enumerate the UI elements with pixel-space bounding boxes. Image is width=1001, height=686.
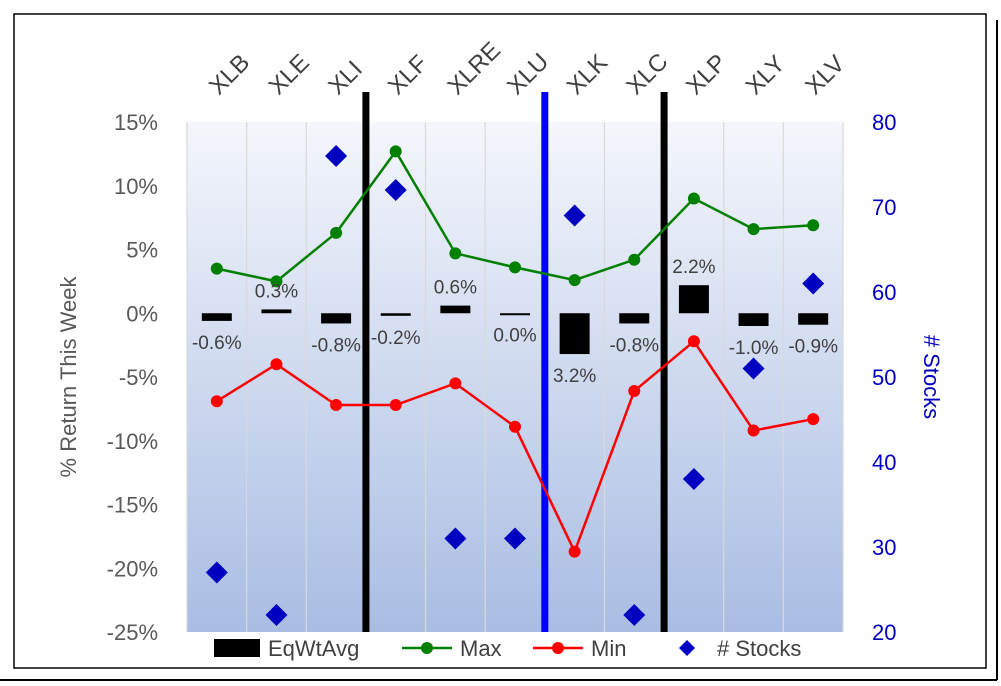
point-min-xly — [747, 424, 760, 437]
eqwtavg-bars — [201, 285, 829, 355]
data-label-xlv: -0.9% — [788, 337, 838, 358]
point-min-xlre — [449, 377, 462, 390]
point-min-xlc — [628, 385, 641, 398]
y-right-tick-label: 60 — [872, 280, 896, 305]
axis-ticks: 15% 10% 5% 0% -5% -10% -15% -20% -25% 80 70 60 50 40 3… — [107, 110, 897, 645]
data-label-xlp: 2.2% — [672, 257, 715, 278]
y-left-tick-label: -25% — [107, 620, 158, 645]
legend-label-stocks: # Stocks — [717, 636, 801, 661]
data-label-xlc: -0.8% — [609, 335, 659, 356]
marker-stocks-xlv — [802, 272, 825, 295]
bar-xlu — [500, 313, 530, 316]
marker-stocks-xle — [265, 604, 288, 626]
y-left-tick-label: 15% — [114, 110, 158, 135]
data-label-xli: -0.8% — [311, 335, 361, 356]
legend: EqWtAvg Max Min # Stocks — [214, 636, 801, 661]
point-min-xlf — [389, 399, 402, 412]
legend-label-min: Min — [591, 636, 626, 661]
plot-area — [187, 122, 843, 632]
data-label-xlk: 3.2% — [553, 366, 596, 387]
y-right-axis-title: # Stocks — [919, 335, 944, 419]
marker-stocks-xlp — [682, 468, 705, 490]
point-max-xlk — [568, 274, 581, 287]
y-left-tick-label: 0% — [126, 301, 158, 326]
marker-stocks-xlk — [563, 204, 586, 227]
point-min-xlu — [509, 420, 521, 433]
point-max-xlu — [509, 261, 521, 274]
data-label-xlb: -0.6% — [192, 333, 242, 354]
data-label-xly: -1.0% — [729, 338, 779, 359]
point-max-xlc — [628, 253, 641, 266]
y-left-tick-label: -10% — [107, 429, 158, 454]
point-min-xlb — [210, 395, 223, 408]
point-max-xlp — [687, 192, 700, 205]
y-right-tick-label: 20 — [872, 620, 896, 645]
point-max-xlre — [449, 247, 462, 260]
marker-stocks-xlc — [623, 604, 646, 626]
data-label-xlf: -0.2% — [371, 328, 421, 349]
bar-xlk — [559, 313, 590, 355]
y-left-tick-label: -20% — [107, 556, 158, 581]
y-left-axis-title: % Return This Week — [56, 276, 81, 478]
separator-lines — [362, 92, 668, 632]
marker-stocks-xly — [742, 357, 765, 380]
point-min-xle — [270, 358, 283, 371]
legend-swatch-eqwtavg — [214, 639, 260, 657]
bar-xlc — [619, 313, 650, 324]
bar-xlre — [440, 305, 471, 314]
bar-xlp — [678, 285, 709, 314]
legend-label-eqwtavg: EqWtAvg — [268, 636, 359, 661]
data-label-xle: 0.3% — [255, 281, 298, 302]
bar-xlv — [798, 313, 829, 325]
data-labels: -0.6% 0.3% -0.8% -0.2% 0.6% 0.0% 3.2% -0.8% 2.2%… — [192, 257, 838, 387]
y-left-tick-label: -15% — [107, 493, 158, 518]
bar-xle — [261, 309, 292, 314]
y-right-tick-label: 40 — [872, 450, 896, 475]
point-min-xlv — [807, 413, 820, 426]
marker-stocks-xli — [325, 145, 348, 167]
data-label-xlre: 0.6% — [434, 278, 477, 299]
y-right-tick-label: 30 — [872, 535, 896, 560]
y-left-tick-label: 5% — [126, 238, 158, 263]
point-min-xlk — [568, 545, 581, 558]
marker-stocks-xlre — [444, 527, 467, 550]
point-max-xlb — [210, 262, 223, 275]
y-right-tick-label: 70 — [872, 195, 896, 220]
line-series — [210, 145, 820, 558]
point-max-xly — [747, 223, 760, 236]
y-left-tick-label: 10% — [114, 174, 158, 199]
legend-swatch-stocks — [679, 640, 695, 656]
legend-swatch-max-dot — [421, 642, 433, 654]
point-min-xlp — [687, 335, 700, 348]
bar-xlb — [201, 313, 232, 321]
marker-stocks-xlb — [205, 561, 228, 584]
y-right-tick-label: 50 — [872, 365, 896, 390]
data-label-xlu: 0.0% — [493, 325, 536, 346]
point-max-xli — [330, 226, 343, 239]
marker-stocks-xlf — [384, 179, 407, 201]
point-max-xlv — [807, 219, 820, 232]
stocks-markers — [205, 145, 825, 626]
point-max-xle — [270, 275, 283, 288]
y-right-tick-label: 80 — [872, 110, 896, 135]
point-min-xli — [330, 399, 343, 412]
bar-xlf — [380, 313, 411, 316]
legend-label-max: Max — [460, 636, 502, 661]
y-left-tick-label: -5% — [119, 365, 158, 390]
point-max-xlf — [389, 145, 402, 158]
bar-xli — [321, 313, 352, 324]
legend-swatch-min-dot — [552, 642, 564, 654]
bar-xly — [738, 313, 769, 326]
marker-stocks-xlu — [504, 527, 526, 550]
